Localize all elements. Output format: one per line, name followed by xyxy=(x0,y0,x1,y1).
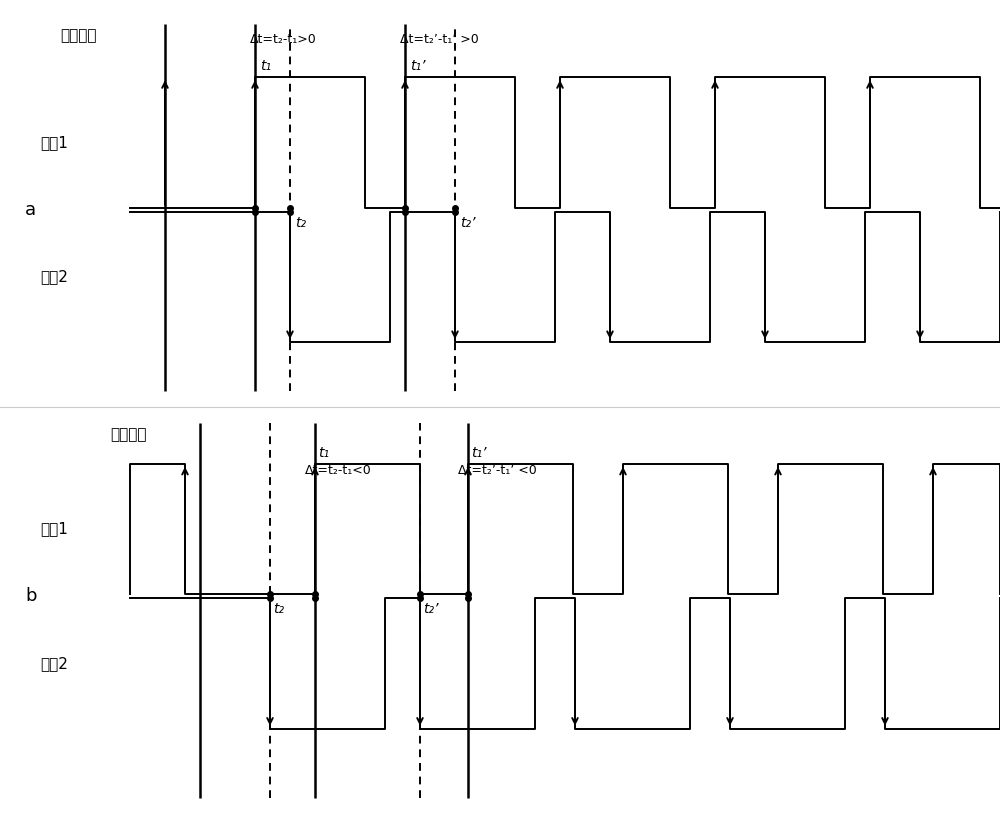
Text: a: a xyxy=(25,200,36,219)
Text: Δt=t₂’-t₁’ >0: Δt=t₂’-t₁’ >0 xyxy=(400,33,479,46)
Text: t₁’: t₁’ xyxy=(471,446,487,460)
Text: b: b xyxy=(25,587,36,606)
Text: t₂’: t₂’ xyxy=(460,216,476,230)
Text: t₁’: t₁’ xyxy=(410,59,426,73)
Text: Δt=t₂-t₁<0: Δt=t₂-t₁<0 xyxy=(305,464,372,477)
Text: Δt=t₂-t₁>0: Δt=t₂-t₁>0 xyxy=(250,33,317,46)
Text: 通道1: 通道1 xyxy=(40,135,68,150)
Text: t₁: t₁ xyxy=(318,446,329,460)
Text: t₁: t₁ xyxy=(260,59,271,73)
Text: 捕获开始: 捕获开始 xyxy=(60,28,96,43)
Text: t₂’: t₂’ xyxy=(423,602,438,616)
Text: t₂: t₂ xyxy=(273,602,284,616)
Text: 通道2: 通道2 xyxy=(40,656,68,671)
Text: 通道1: 通道1 xyxy=(40,522,68,536)
Text: 通道2: 通道2 xyxy=(40,269,68,284)
Text: Δt=t₂’-t₁’ <0: Δt=t₂’-t₁’ <0 xyxy=(458,464,537,477)
Text: t₂: t₂ xyxy=(295,216,306,230)
Text: 捕获开始: 捕获开始 xyxy=(110,427,146,442)
